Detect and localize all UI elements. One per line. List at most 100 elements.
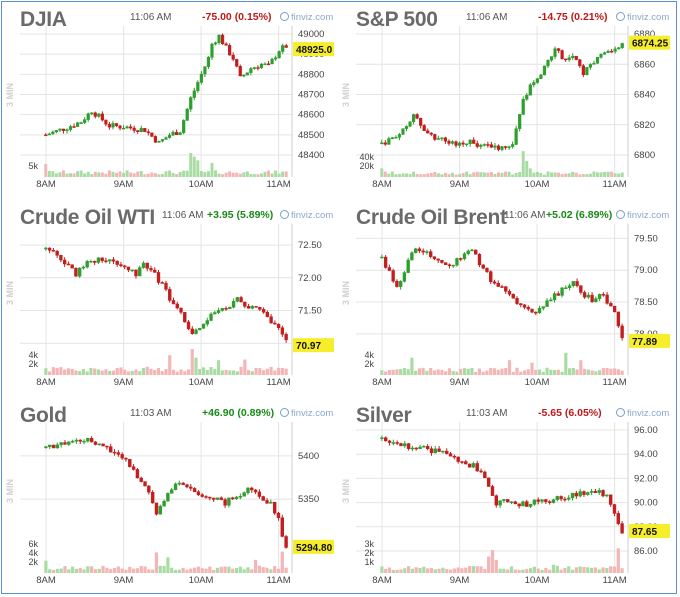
volume-bar [146,173,150,177]
candle [445,448,449,455]
volume-bar [178,171,182,177]
candle [441,450,445,454]
x-tick-label: 10AM [525,575,550,586]
volume-bar [231,370,236,375]
candle [192,87,196,101]
chart-panel-s-p-500[interactable]: 8AM 9AM 10AM 11AM 6880 6860 6840 6820 6800 40k 20k… [338,2,670,198]
chart-panel-gold[interactable]: 8AM 9AM 10AM 11AM 5400 5350 6k 4k 2k 5294.80 Gold 1… [2,398,334,594]
volume-bar [436,173,440,177]
candle [503,145,508,150]
price-change: -5.65 (6.05%) [538,407,602,419]
volume-bar [177,569,181,573]
candle [175,301,179,310]
candle [518,113,522,132]
volume-bar [414,370,418,375]
volume-bar [267,170,271,177]
chart-title: Gold [20,404,67,427]
volume-bar [461,172,465,177]
candle [55,249,59,258]
volume-bar [552,369,557,375]
candle [483,470,487,479]
candle [620,323,624,341]
volume-bar [468,174,472,177]
candle [186,320,191,331]
candle [68,124,73,132]
candle [276,323,281,331]
volume-bar [179,369,183,375]
candle [171,297,176,305]
candle [564,285,568,289]
candle [387,439,392,446]
candle [253,488,258,495]
chart-panel-crude-oil-brent[interactable]: 8AM9AM10AM11AM79.5079.0078.5078.004k2k77… [338,200,670,396]
candle [178,131,182,135]
volume-bar [126,371,131,375]
candle [606,49,610,53]
volume-bar [231,172,235,177]
volume-bar [452,568,456,573]
candle [425,444,430,451]
x-tick-label: 10AM [525,179,550,190]
candle [76,121,80,128]
volume-bar [238,566,242,573]
volume-bar [245,171,249,177]
volume-bar [574,172,578,177]
candle [168,286,172,303]
candle [242,74,246,78]
candle [160,139,165,143]
candle [530,308,534,314]
candle [131,464,136,471]
volume-bar [55,568,59,573]
volume-bar [242,172,246,177]
volume-bar [111,370,116,375]
candle [528,83,532,96]
chart-panel-crude-oil-wti[interactable]: 8AM9AM10AM11AM72.5072.0071.5071.004k2k70… [2,200,334,396]
volume-bar [280,551,284,573]
candle [513,500,518,505]
timeframe-label: 3 MIN [341,478,351,503]
candle [535,77,539,84]
volume-bar [403,568,407,573]
candle [109,443,113,453]
candle [380,435,384,442]
candle [242,491,246,497]
volume-bar [277,367,281,375]
volume-bar [257,565,262,573]
volume-bar [500,368,504,375]
volume-bar [605,568,609,573]
candle [567,54,571,62]
volume-bar [44,560,48,573]
quote-time: 11:06 AM [162,210,204,221]
candle [589,488,594,496]
candle [403,440,407,448]
candle [398,280,403,290]
volume-bar [437,568,441,573]
volume-bar [592,171,596,177]
volume-bar [224,172,228,177]
volume-bar [582,567,586,573]
volume-bar [472,172,476,177]
chart-panel-silver[interactable]: 8AM9AM10AM11AM96.0094.0092.0090.0088.008… [338,398,670,594]
volume-bar [594,371,598,375]
candle [506,499,510,503]
volume-bar [228,171,232,177]
candle [121,125,126,130]
volume-bar [48,569,52,573]
candle [578,59,582,68]
candle [146,129,150,136]
volume-bar [535,171,539,177]
candle [433,133,437,142]
candle [256,65,260,71]
candle [79,121,83,124]
volume-bar [588,173,592,177]
candle [175,129,179,135]
volume-bar [432,370,437,375]
y-tick-label: 6860 [634,59,655,70]
finviz-logo-icon [280,408,289,417]
volume-bar [425,370,429,375]
volume-bar [201,367,206,375]
chart-panel-djia[interactable]: 8AM9AM10AM11AM49000489004880048700486004… [2,2,334,198]
volume-bar [574,567,578,573]
candle [189,484,193,491]
candle [440,259,444,264]
